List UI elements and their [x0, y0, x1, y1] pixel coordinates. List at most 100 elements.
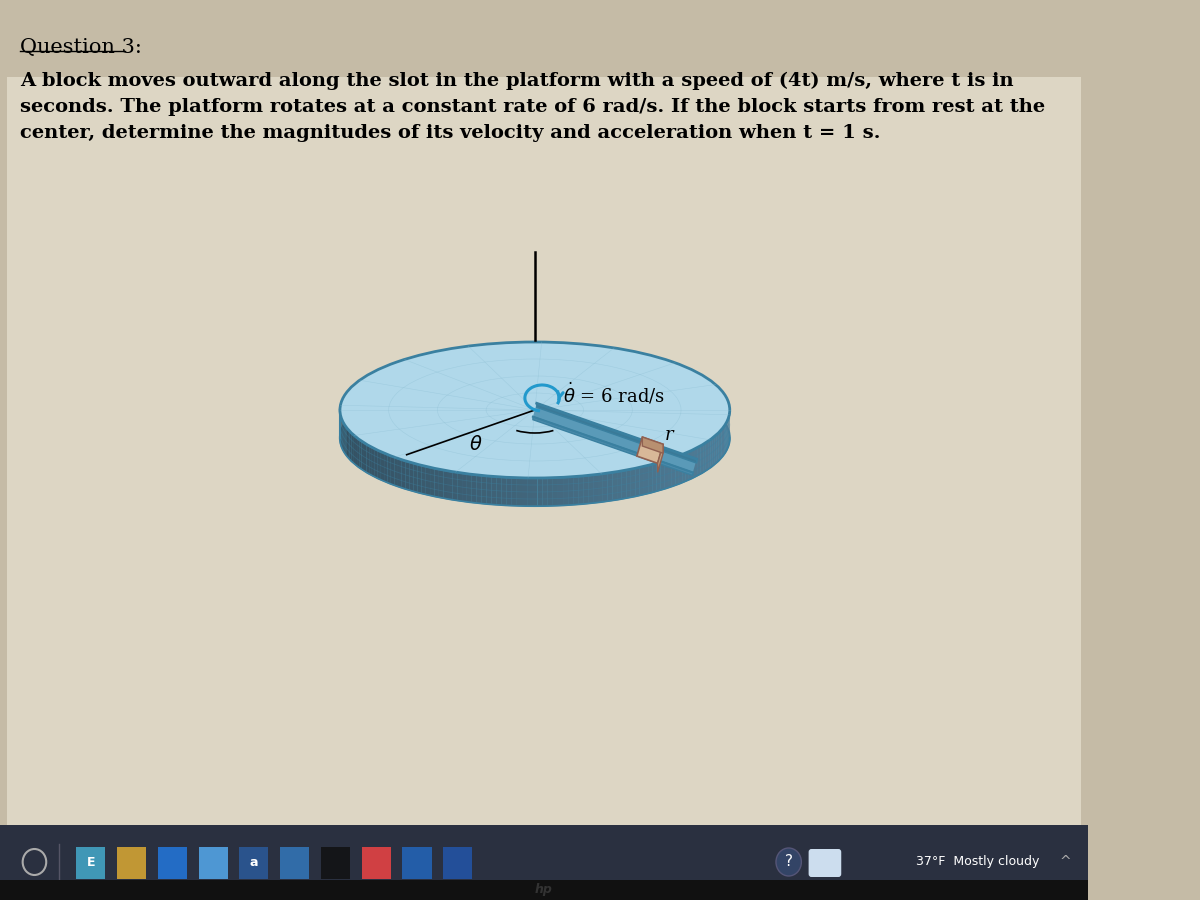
Text: $\theta$: $\theta$ — [469, 436, 482, 454]
Polygon shape — [346, 426, 347, 455]
Polygon shape — [533, 478, 538, 506]
Polygon shape — [472, 474, 476, 503]
Polygon shape — [679, 454, 683, 484]
Polygon shape — [426, 466, 430, 495]
Polygon shape — [398, 458, 402, 488]
Polygon shape — [676, 455, 679, 485]
Polygon shape — [668, 458, 672, 488]
Polygon shape — [692, 449, 695, 478]
Text: Question 3:: Question 3: — [20, 38, 142, 57]
Polygon shape — [370, 446, 372, 475]
Bar — [116, 847, 146, 879]
Polygon shape — [476, 475, 481, 503]
Bar — [0, 880, 1088, 900]
Polygon shape — [452, 472, 457, 500]
Polygon shape — [583, 475, 588, 504]
Polygon shape — [607, 472, 612, 501]
Polygon shape — [462, 473, 467, 501]
Polygon shape — [635, 467, 640, 496]
Polygon shape — [364, 443, 366, 473]
Polygon shape — [374, 449, 378, 478]
Polygon shape — [640, 466, 644, 495]
Polygon shape — [384, 453, 388, 482]
Polygon shape — [517, 478, 522, 506]
Polygon shape — [347, 428, 348, 457]
Polygon shape — [578, 476, 583, 504]
Bar — [7, 77, 1080, 825]
Polygon shape — [497, 477, 502, 505]
Polygon shape — [359, 439, 361, 469]
Bar — [198, 847, 228, 879]
Text: ^: ^ — [1060, 855, 1070, 869]
Polygon shape — [683, 453, 685, 482]
Polygon shape — [719, 431, 720, 461]
Polygon shape — [418, 464, 421, 493]
Polygon shape — [527, 478, 533, 506]
Polygon shape — [538, 478, 542, 506]
Polygon shape — [492, 476, 497, 505]
Polygon shape — [637, 437, 664, 464]
Polygon shape — [522, 478, 527, 506]
Polygon shape — [703, 443, 706, 473]
Polygon shape — [602, 473, 607, 501]
Polygon shape — [378, 450, 380, 480]
Text: seconds. The platform rotates at a constant rate of 6 rad/s. If the block starts: seconds. The platform rotates at a const… — [20, 98, 1045, 116]
Bar — [320, 847, 350, 879]
Polygon shape — [706, 441, 708, 471]
Polygon shape — [658, 445, 664, 473]
Polygon shape — [708, 439, 710, 469]
Polygon shape — [631, 468, 635, 497]
Text: ?: ? — [785, 854, 793, 869]
Polygon shape — [361, 441, 364, 471]
Polygon shape — [653, 464, 656, 492]
Polygon shape — [720, 429, 721, 459]
Polygon shape — [547, 478, 553, 506]
FancyBboxPatch shape — [809, 849, 841, 877]
Polygon shape — [511, 478, 517, 506]
Ellipse shape — [340, 370, 730, 506]
Polygon shape — [656, 462, 660, 491]
Polygon shape — [665, 460, 668, 489]
Polygon shape — [642, 437, 664, 454]
Polygon shape — [352, 433, 353, 463]
Text: r: r — [665, 426, 673, 444]
Polygon shape — [366, 445, 370, 473]
Polygon shape — [391, 455, 395, 485]
Polygon shape — [533, 417, 692, 475]
Ellipse shape — [340, 342, 730, 478]
Polygon shape — [612, 472, 617, 500]
Polygon shape — [413, 464, 418, 492]
Polygon shape — [617, 471, 622, 500]
Polygon shape — [697, 446, 701, 475]
Polygon shape — [349, 431, 352, 461]
Text: hp: hp — [535, 884, 553, 896]
Bar — [402, 847, 432, 879]
Polygon shape — [715, 435, 716, 464]
Polygon shape — [406, 461, 409, 490]
Bar — [76, 847, 106, 879]
Polygon shape — [409, 462, 413, 491]
Polygon shape — [660, 461, 665, 490]
Polygon shape — [353, 435, 355, 464]
Text: 37°F  Mostly cloudy: 37°F Mostly cloudy — [916, 856, 1039, 868]
Polygon shape — [598, 473, 602, 502]
Polygon shape — [710, 438, 713, 467]
Polygon shape — [536, 403, 697, 464]
Text: a: a — [250, 857, 258, 869]
Bar — [361, 847, 391, 879]
Bar — [157, 847, 187, 879]
Polygon shape — [358, 438, 359, 467]
Polygon shape — [486, 476, 492, 504]
Polygon shape — [721, 428, 722, 457]
Polygon shape — [421, 465, 426, 494]
Polygon shape — [372, 447, 374, 477]
Polygon shape — [443, 470, 448, 499]
Polygon shape — [481, 475, 486, 504]
Polygon shape — [574, 476, 578, 505]
Polygon shape — [622, 470, 626, 499]
Polygon shape — [644, 465, 648, 494]
Bar — [280, 847, 310, 879]
Text: $\dot{\theta}$ = 6 rad/s: $\dot{\theta}$ = 6 rad/s — [563, 382, 665, 407]
Polygon shape — [701, 445, 703, 473]
Text: E: E — [86, 857, 95, 869]
